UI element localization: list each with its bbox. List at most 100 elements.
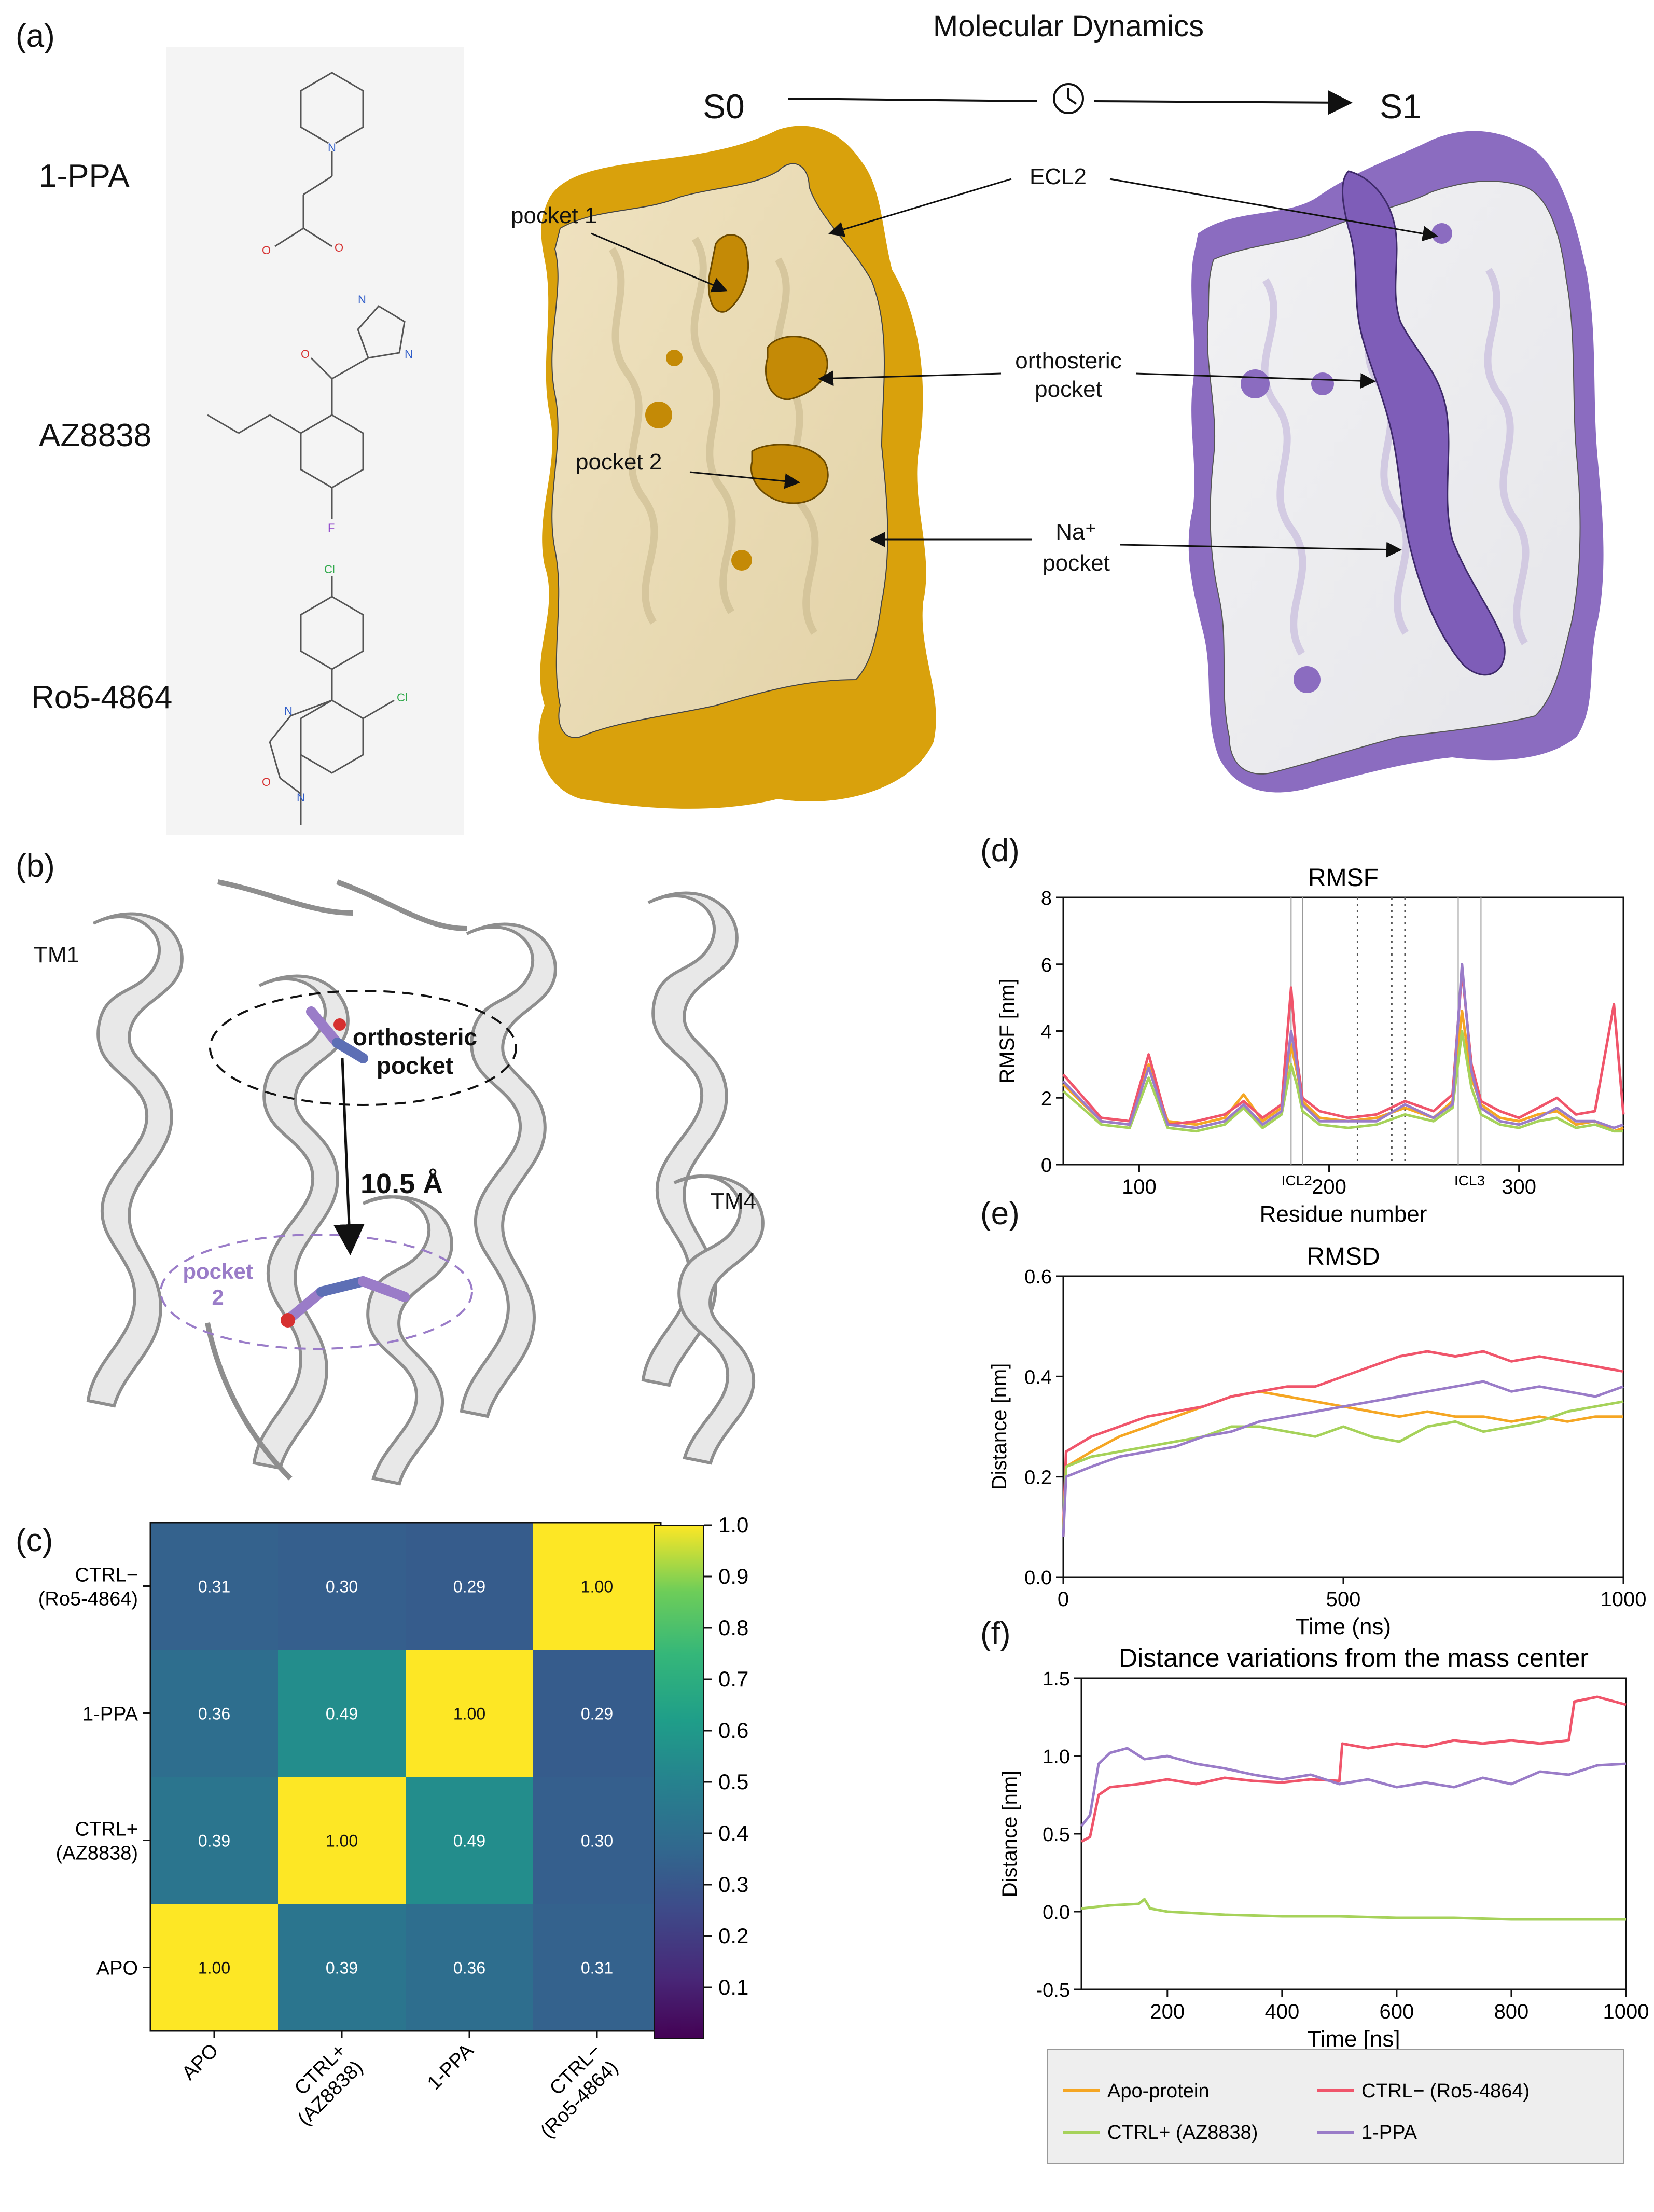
colorbar-tick-label: 0.6 xyxy=(718,1718,748,1743)
tm4-label: TM4 xyxy=(711,1188,756,1214)
heatmap-col-label: CTRL−(Ro5-4864) xyxy=(536,2040,622,2142)
colorbar-tick-label: 0.9 xyxy=(718,1564,748,1588)
heatmap-cell-value: 0.49 xyxy=(326,1705,358,1723)
heatmap-cell xyxy=(406,1523,533,1650)
series-line xyxy=(1080,1747,1627,1827)
heatmap-cell xyxy=(406,1777,533,1904)
heatmap-col-label: CTRL+(AZ8838) xyxy=(290,2040,367,2130)
x-axis-label: Time (ns) xyxy=(1296,1614,1391,1639)
b-pocket2-label-2: 2 xyxy=(212,1285,224,1309)
series-line xyxy=(1062,1350,1624,1527)
colorbar-tick-label: 0.1 xyxy=(718,1975,748,1999)
heatmap-cell-value: 0.29 xyxy=(581,1705,613,1723)
x-tick-label: 800 xyxy=(1494,2000,1529,2023)
structure-1ppa-icon: N O O xyxy=(262,72,364,257)
timeline-line-left xyxy=(788,98,1038,102)
panel-b: (b) TM1 TM4 orthosteric pocket pocket 2 xyxy=(16,848,765,1486)
heatmap-cell-value: 0.39 xyxy=(198,1832,230,1850)
s0-pocket1-label: pocket 1 xyxy=(511,203,597,228)
x-tick-label: 100 xyxy=(1122,1176,1157,1198)
svg-text:O: O xyxy=(301,348,310,361)
mass-center-chart: Distance variations from the mass center… xyxy=(998,1643,1649,2052)
series-line xyxy=(1062,1030,1623,1133)
orthosteric-arrow-s1 xyxy=(1135,372,1376,389)
legend-label: CTRL+ (AZ8838) xyxy=(1107,2122,1258,2144)
x-tick-label: 200 xyxy=(1150,2000,1185,2023)
colorbar-ticks: 1.0 0.9 0.8 0.7 0.6 0.5 0.4 0.3 0.2 0.1 xyxy=(704,1513,748,1999)
x-tick-label: 0 xyxy=(1058,1588,1069,1611)
heatmap-col-label-line: 1-PPA xyxy=(423,2039,478,2094)
orthosteric-arrow-s0 xyxy=(818,370,1002,386)
x-axis-label: Time [ns] xyxy=(1307,2026,1400,2052)
chart-title: RMSF xyxy=(1308,864,1379,892)
heatmap-col-label: 1-PPA xyxy=(423,2039,478,2094)
timeline-arrow-right xyxy=(1094,90,1353,115)
distance-arrow xyxy=(333,1058,365,1255)
y-tick-label: 0.5 xyxy=(1043,1824,1070,1846)
heatmap-row-label: CTRL+ xyxy=(75,1819,138,1841)
b-orthosteric-label-2: pocket xyxy=(377,1052,453,1079)
panel-f: (f) Distance variations from the mass ce… xyxy=(980,1616,1649,2052)
series-line xyxy=(1062,1010,1624,1133)
y-axis-label: Distance [nm] xyxy=(988,1363,1011,1490)
series-line xyxy=(1062,970,1625,1126)
ecl2-arrow-s1 xyxy=(1109,178,1438,242)
legend-label: Apo-protein xyxy=(1107,2080,1209,2102)
heatmap-cell xyxy=(278,1523,406,1650)
svg-text:Cl: Cl xyxy=(324,563,335,576)
na-label-2: pocket xyxy=(1043,550,1110,576)
svg-text:N: N xyxy=(328,141,336,154)
s0-protein-surface xyxy=(538,126,936,809)
s0-pocket2-label: pocket 2 xyxy=(576,449,662,475)
x-tick-label: 600 xyxy=(1380,2000,1414,2023)
svg-text:O: O xyxy=(262,244,271,257)
y-tick-label: 6 xyxy=(1041,955,1052,976)
s1-protein-surface xyxy=(1188,131,1604,793)
y-tick-label: 0.2 xyxy=(1024,1467,1052,1489)
orthosteric-label: orthosteric xyxy=(1015,348,1121,374)
y-axis-label: Distance [nm] xyxy=(998,1771,1021,1898)
svg-text:N: N xyxy=(358,293,366,306)
heatmap-cell xyxy=(533,1650,661,1777)
series-line xyxy=(1081,1898,1626,1921)
colorbar-tick-label: 1.0 xyxy=(718,1513,748,1537)
heatmap-cell-value: 0.36 xyxy=(453,1959,485,1978)
s0-pocket1-arrow xyxy=(591,232,728,293)
heatmap-cell xyxy=(533,1777,661,1904)
heatmap-chart: 0.31 0.30 0.29 1.00 0.36 0.49 1.00 0.29 0.39 1.00… xyxy=(38,1522,662,2142)
ecl2-label: ECL2 xyxy=(1030,164,1087,189)
compound-label-1ppa: 1-PPA xyxy=(39,158,130,194)
plot-area xyxy=(1062,896,1624,1166)
heatmap-row-label: CTRL− xyxy=(75,1565,138,1586)
na-label: Na⁺ xyxy=(1055,519,1096,545)
x-tick-label: 400 xyxy=(1264,2000,1299,2023)
series-line xyxy=(1080,1695,1627,1843)
svg-text:O: O xyxy=(335,241,343,254)
chart-title: Distance variations from the mass center xyxy=(1119,1643,1589,1672)
colorbar-tick-label: 0.4 xyxy=(718,1821,748,1845)
structure-az8838-icon: O N N F xyxy=(207,293,413,534)
heatmap-cell-value: 0.29 xyxy=(453,1578,485,1596)
heatmap-cell xyxy=(150,1904,278,2031)
y-tick-label: 0 xyxy=(1041,1155,1052,1177)
b-pocket2-label: pocket xyxy=(183,1259,253,1283)
y-tick-label: 0.0 xyxy=(1043,1902,1070,1924)
y-tick-label: -0.5 xyxy=(1036,1980,1070,2001)
heatmap-cell xyxy=(150,1777,278,1904)
state-s1-label: S1 xyxy=(1380,87,1422,126)
y-tick-label: 1.0 xyxy=(1043,1746,1070,1768)
y-axis-label: RMSF [nm] xyxy=(996,978,1019,1083)
svg-text:Cl: Cl xyxy=(397,691,408,704)
clock-icon xyxy=(1053,83,1084,114)
panel-c: (c) 0.31 0.30 0.29 1.00 0.36 0.49 1.00 0.29 0.39… xyxy=(16,1513,748,2142)
heatmap-row-label: (Ro5-4864) xyxy=(38,1588,138,1610)
legend-box xyxy=(1047,2049,1624,2164)
heatmap-cell-value: 0.30 xyxy=(581,1832,613,1850)
helix-ribbons xyxy=(86,879,765,1486)
series-line xyxy=(1062,963,1624,1129)
y-tick-label: 0.6 xyxy=(1024,1266,1052,1288)
md-title: Molecular Dynamics xyxy=(933,9,1204,43)
compound-label-ro54864: Ro5-4864 xyxy=(31,680,172,715)
chart-title: RMSD xyxy=(1306,1243,1380,1270)
